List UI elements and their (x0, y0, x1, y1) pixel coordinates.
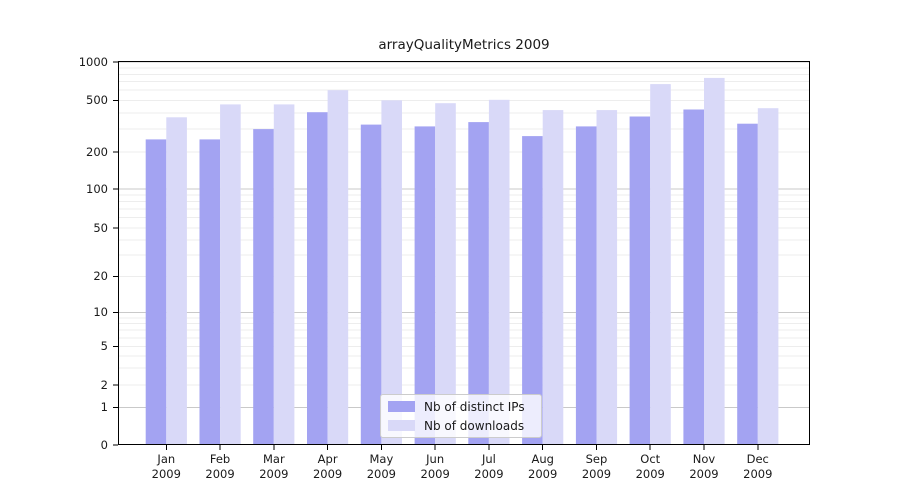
legend-label-downloads: Nb of downloads (424, 418, 525, 433)
x-tick-label-aug: Aug 2009 (528, 452, 558, 481)
bar-downloads-jun (435, 103, 456, 445)
legend: Nb of distinct IPs Nb of downloads (380, 394, 542, 438)
bar-downloads-mar (273, 104, 295, 446)
bar-downloads-jan (166, 117, 187, 446)
x-tick-label-may: May 2009 (366, 452, 397, 481)
chart-title: arrayQualityMetrics 2009 (378, 37, 550, 53)
plot-border (118, 61, 810, 445)
x-tick-label-nov: Nov 2009 (689, 452, 719, 481)
x-tick-label-jun: Jun 2009 (420, 452, 450, 481)
x-tick-label-jul: Jul 2009 (474, 452, 504, 481)
bar-downloads-apr (327, 90, 349, 445)
legend-label-distinct-ips: Nb of distinct IPs (424, 399, 525, 414)
y-tick-label: 50 (93, 220, 108, 235)
y-tick-label: 20 (93, 268, 108, 283)
y-tick-label: 500 (86, 92, 108, 107)
bar-downloads-may (381, 100, 402, 446)
bar-distinct-ips-mar (253, 129, 274, 445)
bar-downloads-sep (596, 110, 618, 445)
bar-distinct-ips-nov (683, 109, 704, 445)
bar-distinct-ips-oct (629, 116, 651, 445)
x-tick-label-dec: Dec 2009 (743, 452, 773, 481)
legend-swatch-distinct-ips (388, 401, 415, 412)
bar-downloads-jul (488, 99, 510, 446)
y-tick-label: 1000 (78, 54, 108, 69)
y-tick-label: 5 (100, 339, 108, 354)
bar-downloads-aug (542, 110, 564, 445)
y-tick-label: 200 (86, 144, 108, 159)
bar-distinct-ips-apr (307, 112, 328, 445)
bar-downloads-nov (704, 77, 725, 446)
bar-distinct-ips-jun (414, 126, 436, 446)
x-tick-label-sep: Sep 2009 (581, 452, 612, 481)
bar-distinct-ips-feb (199, 139, 221, 445)
y-tick-label: 0 (100, 437, 108, 452)
y-tick-label: 2 (100, 377, 108, 392)
x-tick-label-jan: Jan 2009 (151, 452, 181, 481)
bar-distinct-ips-dec (737, 123, 758, 445)
y-tick-label: 10 (93, 305, 108, 320)
legend-entry-downloads: Nb of downloads (388, 419, 534, 433)
y-tick-label: 1 (100, 399, 108, 414)
bar-distinct-ips-aug (522, 136, 543, 445)
bar-distinct-ips-jan (145, 139, 167, 445)
x-tick-label-mar: Mar 2009 (259, 452, 289, 481)
bar-downloads-oct (650, 84, 671, 445)
legend-entry-distinct-ips: Nb of distinct IPs (388, 400, 534, 414)
x-tick-label-feb: Feb 2009 (205, 452, 235, 481)
bar-distinct-ips-may (360, 124, 382, 445)
y-tick-label: 100 (86, 181, 108, 196)
x-tick-label-apr: Apr 2009 (312, 452, 343, 481)
x-tick-label-oct: Oct 2009 (635, 452, 665, 481)
bar-distinct-ips-sep (575, 126, 597, 446)
legend-swatch-downloads (388, 420, 415, 431)
bar-downloads-feb (220, 104, 241, 446)
bar-downloads-dec (757, 108, 779, 445)
bar-distinct-ips-jul (468, 122, 489, 445)
